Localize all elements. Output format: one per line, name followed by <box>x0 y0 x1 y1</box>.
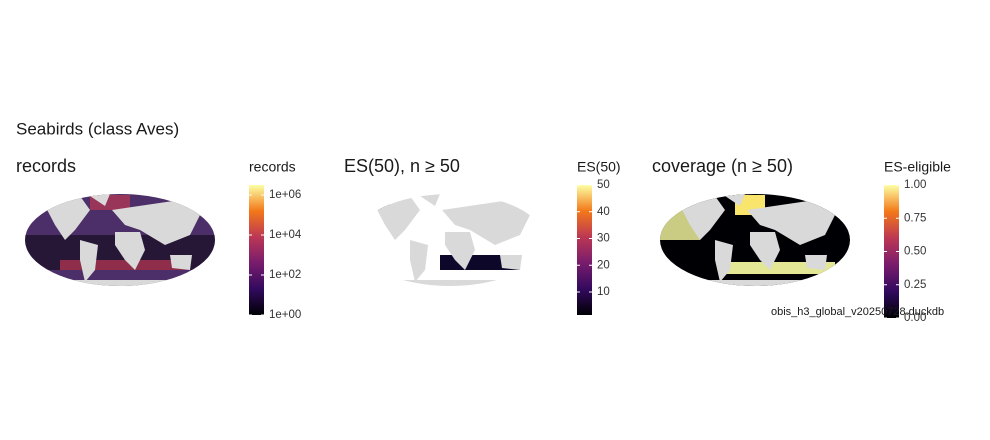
caption: obis_h3_global_v20250728.duckdb <box>771 306 944 318</box>
colorbar-tick-label: 0.50 <box>904 246 926 258</box>
legend-title: ES-eligible <box>884 159 951 175</box>
colorbar <box>577 185 592 315</box>
colorbar <box>249 185 264 315</box>
colorbar-tick-label: 50 <box>597 179 610 191</box>
panel-title: ES(50), n ≥ 50 <box>344 156 460 176</box>
colorbar-tick-label: 10 <box>597 286 610 298</box>
panel-title: coverage (n ≥ 50) <box>652 156 793 176</box>
map <box>660 194 850 286</box>
colorbar-tick-label: 30 <box>597 233 610 245</box>
colorbar-tick-label: 20 <box>597 259 610 271</box>
legend-title: ES(50) <box>577 159 621 175</box>
colorbar-tick-label: 1e+00 <box>269 309 301 321</box>
legend-title: records <box>249 159 296 175</box>
colorbar <box>884 185 899 318</box>
colorbar-tick-label: 1e+04 <box>269 229 302 241</box>
colorbar-tick-label: 1.00 <box>904 179 926 191</box>
map <box>370 194 530 286</box>
figure-title: Seabirds (class Aves) <box>16 119 179 138</box>
colorbar-tick-label: 1e+06 <box>269 189 301 201</box>
panel-title: records <box>16 156 76 176</box>
colorbar-tick-label: 1e+02 <box>269 269 301 281</box>
colorbar-tick-label: 40 <box>597 206 610 218</box>
colorbar-tick-label: 0.25 <box>904 279 926 291</box>
map <box>25 194 215 286</box>
colorbar-tick-label: 0.75 <box>904 212 926 224</box>
colorbar-tick-label: 0.00 <box>904 312 926 324</box>
